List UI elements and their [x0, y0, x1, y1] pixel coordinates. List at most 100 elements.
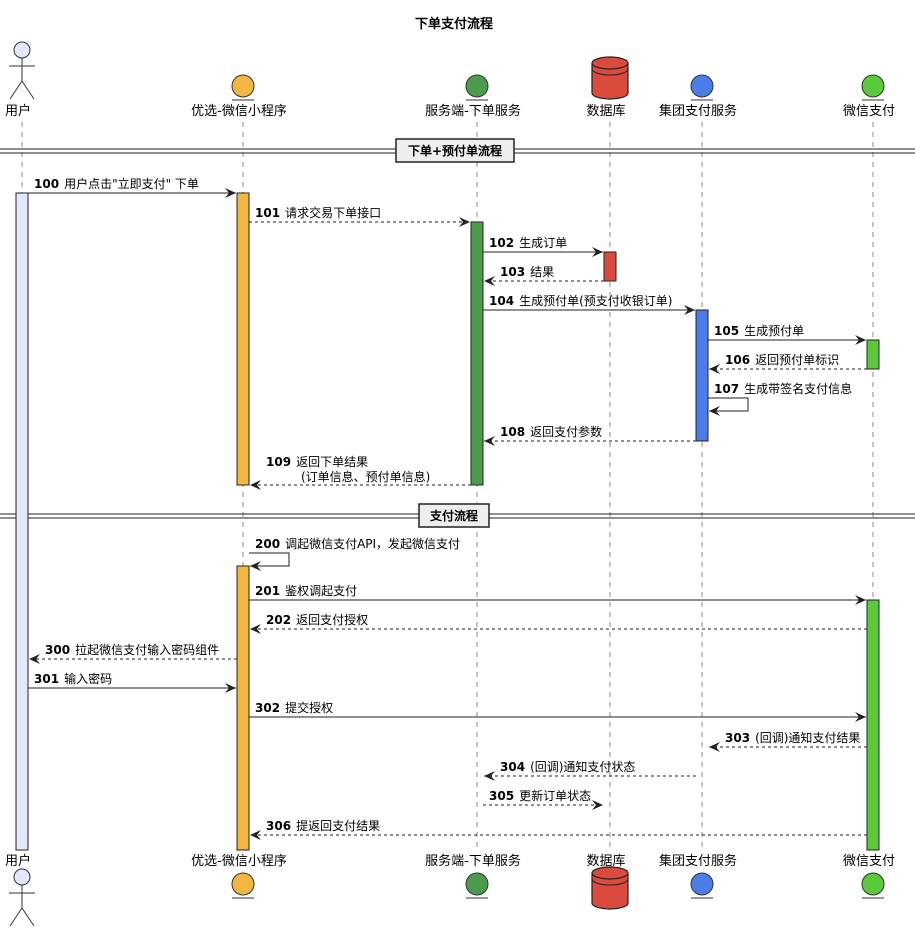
- message-label: 303 (回调)通知支付结果: [725, 731, 860, 745]
- message-number: 100: [34, 177, 59, 191]
- message-201: 201 鉴权调起支付: [249, 584, 866, 605]
- message-label: 301 输入密码: [34, 671, 112, 686]
- activation-bar-order: [470, 221, 484, 486]
- message-label-line2: (订单信息、预付单信息): [301, 469, 430, 484]
- self-arrow: [249, 552, 290, 571]
- database-icon: [591, 873, 629, 910]
- message-105: 105 生成预付单: [708, 324, 866, 345]
- database-icon: [591, 63, 629, 100]
- message-text: (回调)通知支付状态: [530, 760, 635, 774]
- participant-label: 用户: [5, 103, 31, 119]
- message-label: 202 返回支付授权: [266, 612, 368, 627]
- message-text: 输入密码: [64, 671, 112, 686]
- message-label: 304 (回调)通知支付状态: [500, 760, 635, 774]
- message-label: 102 生成订单: [489, 236, 567, 250]
- message-label: 103 结果: [500, 265, 554, 279]
- actor-icon: [13, 41, 31, 59]
- message-number: 303: [725, 731, 750, 745]
- message-304: 304 (回调)通知支付状态: [484, 760, 696, 781]
- message-number: 102: [489, 236, 514, 250]
- message-101: 101 请求交易下单接口: [249, 205, 470, 227]
- message-text: 生成订单: [519, 236, 567, 250]
- section-label: 支付流程: [429, 508, 478, 523]
- entity-icon: [861, 74, 885, 98]
- message-text: 生成预付单: [744, 324, 804, 338]
- message-number: 103: [500, 265, 525, 279]
- participant-label: 优选-微信小程序: [191, 104, 287, 119]
- message-108: 108 返回支付参数: [484, 424, 696, 446]
- message-label: 108 返回支付参数: [500, 424, 602, 439]
- message-label: 306 提返回支付结果: [266, 818, 380, 833]
- participant-label: 微信支付: [843, 854, 895, 869]
- database-icon-rim: [591, 878, 629, 886]
- participant-group-bottom: 集团支付服务: [659, 853, 737, 899]
- message-label: 105 生成预付单: [714, 324, 804, 338]
- message-text: 返回下单结果: [296, 455, 368, 469]
- section-separator: 下单+预付单流程: [0, 138, 915, 163]
- participant-mini-top: 优选-微信小程序: [191, 74, 287, 119]
- message-label: 104 生成预付单(预支付收银订单): [489, 294, 672, 308]
- message-label: 109 返回下单结果: [266, 455, 368, 469]
- participant-label: 数据库: [586, 853, 625, 869]
- message-label: 101 请求交易下单接口: [255, 205, 381, 220]
- message-text: 提交授权: [285, 700, 333, 715]
- participant-wx-top: 微信支付: [843, 74, 895, 119]
- entity-icon: [231, 74, 255, 98]
- activation-bar-mini: [236, 192, 250, 486]
- message-number: 101: [255, 206, 280, 220]
- message-104: 104 生成预付单(预支付收银订单): [483, 294, 695, 315]
- participant-label: 数据库: [586, 103, 625, 119]
- message-number: 109: [266, 455, 291, 469]
- message-number: 302: [255, 701, 280, 715]
- participant-label: 微信支付: [843, 104, 895, 119]
- participant-db-top: 数据库: [586, 56, 629, 119]
- participant-user-top: 用户: [5, 41, 35, 119]
- message-302: 302 提交授权: [249, 700, 866, 722]
- activation-bar-db: [603, 251, 617, 282]
- entity-icon: [465, 872, 489, 896]
- message-text: 拉起微信支付输入密码组件: [75, 642, 219, 657]
- diagram-title: 下单支付流程: [415, 16, 493, 32]
- entity-icon: [690, 872, 714, 896]
- message-text: 更新订单状态: [519, 788, 591, 803]
- message-106: 106 返回预付单标识: [709, 353, 867, 374]
- message-text: 返回支付授权: [296, 612, 368, 627]
- activation-bar-group: [695, 309, 709, 442]
- message-109: 109 返回下单结果(订单信息、预付单信息): [250, 455, 471, 490]
- database-icon-top: [591, 866, 629, 880]
- message-text: 结果: [530, 265, 554, 279]
- entity-icon: [465, 74, 489, 98]
- message-number: 300: [45, 643, 70, 657]
- database-icon-rim: [591, 68, 629, 76]
- section-label-box: [418, 503, 490, 528]
- participant-label: 服务端-下单服务: [425, 853, 521, 869]
- actor-body: [9, 885, 35, 927]
- activation-bar-wx: [866, 599, 880, 851]
- activation-bar-mini: [236, 565, 250, 851]
- participant-wx-bottom: 微信支付: [843, 854, 895, 899]
- message-text: 生成带签名支付信息: [744, 381, 852, 396]
- message-label: 300 拉起微信支付输入密码组件: [45, 642, 219, 657]
- message-number: 200: [255, 537, 280, 551]
- message-text: 鉴权调起支付: [285, 584, 357, 598]
- participant-user-bottom: 用户: [5, 853, 35, 927]
- message-306: 306 提返回支付结果: [250, 818, 867, 840]
- participant-label: 集团支付服务: [659, 103, 737, 119]
- message-103: 103 结果: [484, 265, 604, 286]
- message-text: 生成预付单(预支付收银订单): [519, 294, 672, 308]
- entity-icon: [861, 872, 885, 896]
- message-text: 提返回支付结果: [296, 818, 380, 833]
- participant-label: 用户: [5, 853, 31, 869]
- message-label: 305 更新订单状态: [489, 788, 591, 803]
- message-number: 107: [714, 382, 739, 396]
- message-303: 303 (回调)通知支付结果: [709, 731, 867, 752]
- message-number: 305: [489, 789, 514, 803]
- message-text: 用户点击"立即支付" 下单: [64, 176, 199, 191]
- message-text: 请求交易下单接口: [285, 205, 381, 220]
- entity-icon: [231, 872, 255, 896]
- participant-order-top: 服务端-下单服务: [425, 74, 521, 119]
- database-icon-top: [591, 56, 629, 70]
- message-label: 106 返回预付单标识: [725, 353, 839, 367]
- message-label: 100 用户点击"立即支付" 下单: [34, 176, 199, 191]
